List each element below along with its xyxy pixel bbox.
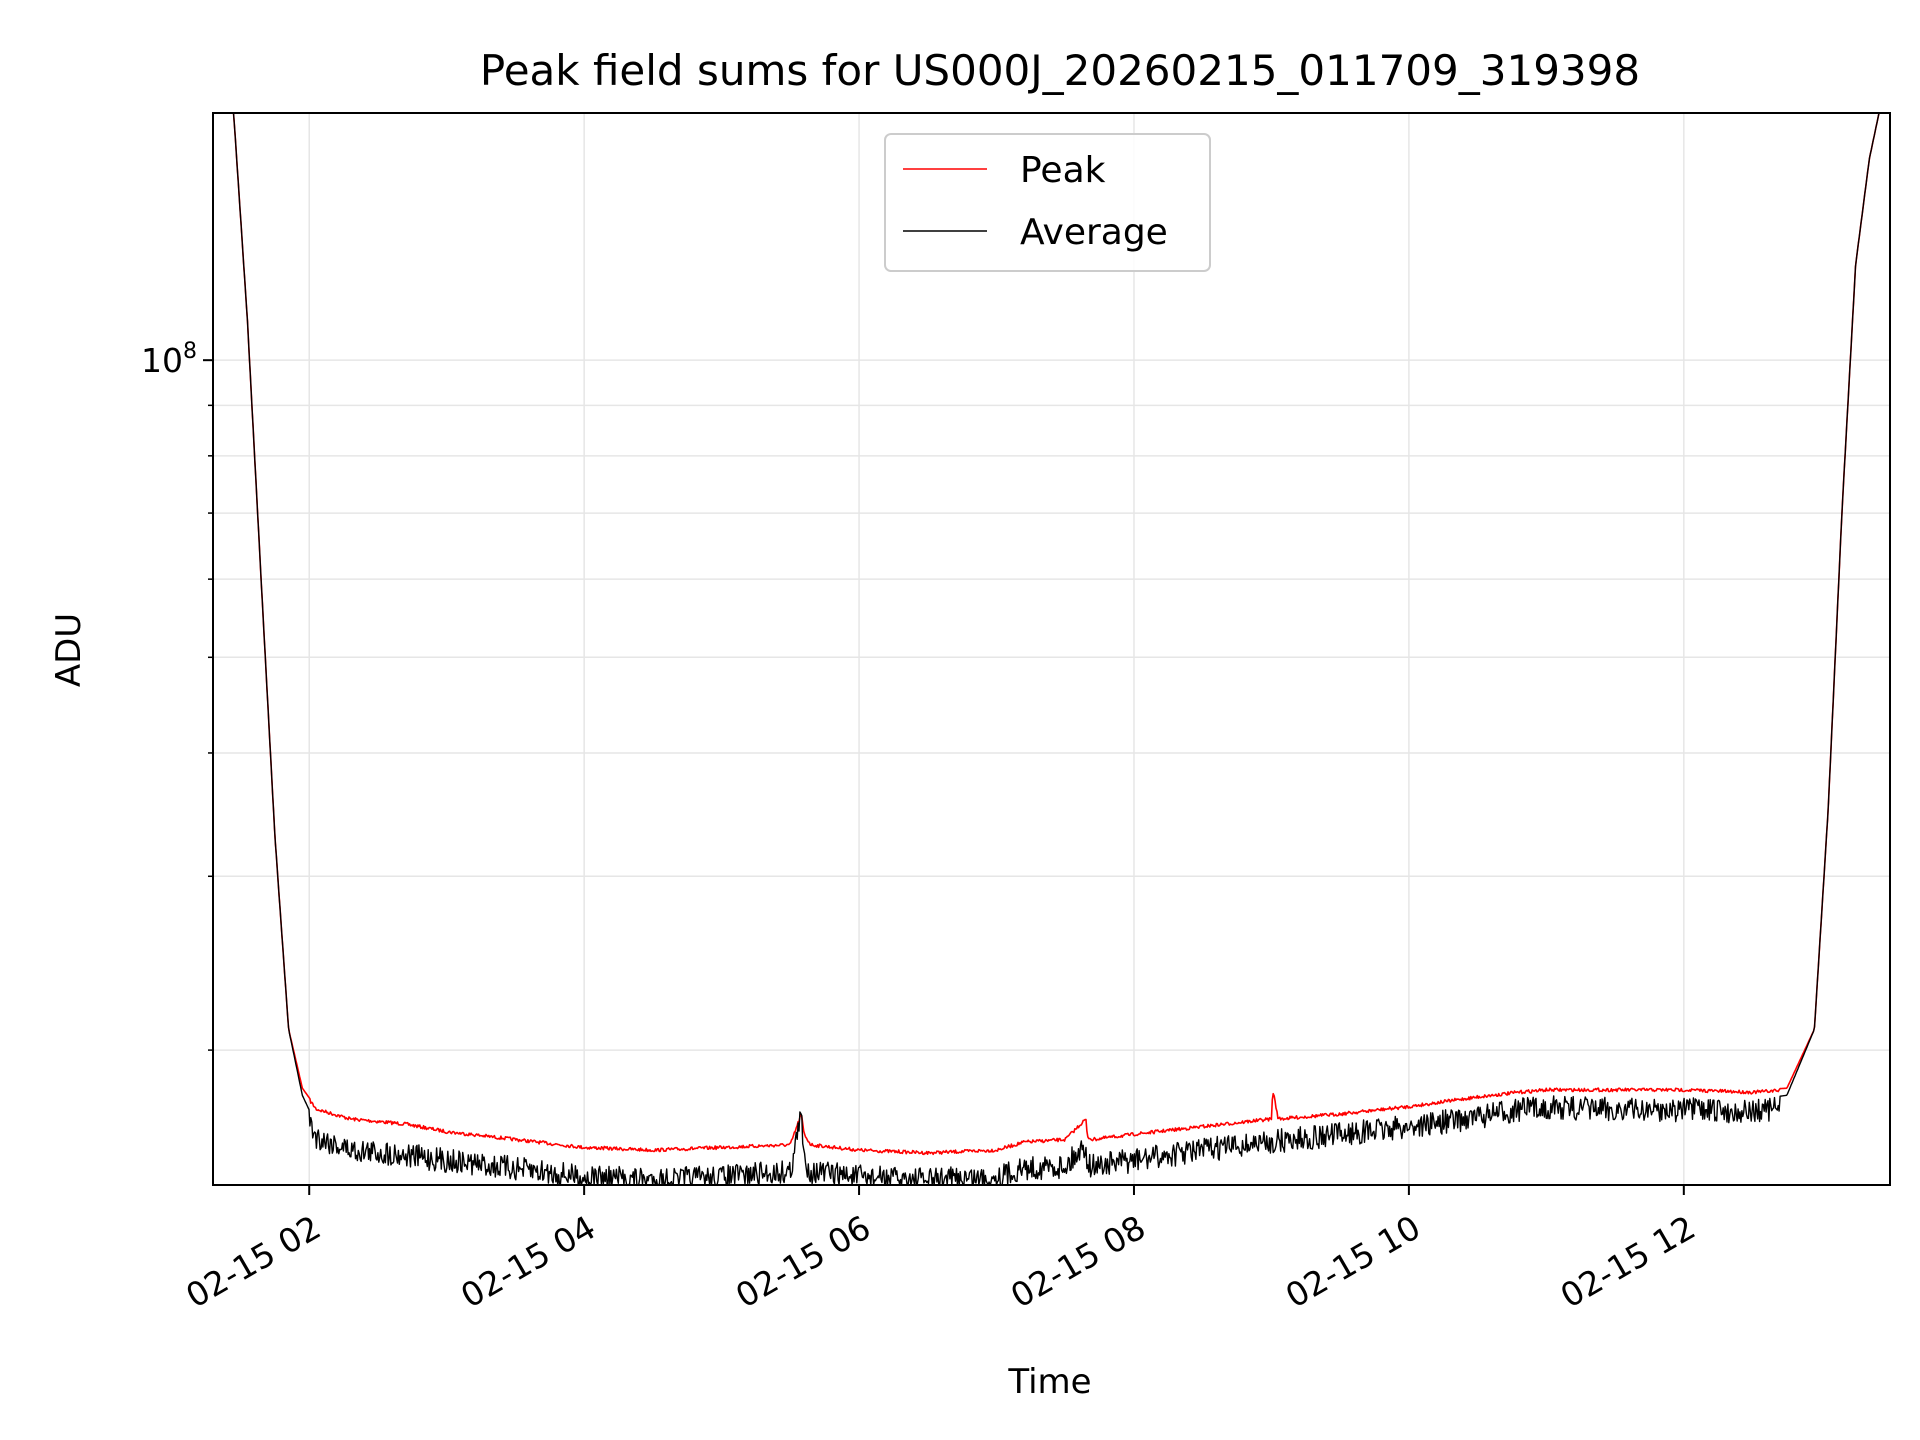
legend-label-average: Average <box>1020 212 1168 253</box>
grid <box>213 113 1890 1185</box>
series-line-peak <box>213 112 1890 1156</box>
series-group <box>213 112 1890 1186</box>
y-axis-label: ADU <box>49 613 89 687</box>
legend: Peak Average <box>884 133 1211 272</box>
y-tick-label: 108 <box>141 339 197 380</box>
x-axis-label: Time <box>1007 1362 1091 1402</box>
series-line-average <box>213 112 1890 1186</box>
legend-label-peak: Peak <box>1020 150 1106 191</box>
chart-title: Peak field sums for US000J_20260215_0117… <box>480 46 1640 95</box>
plot-frame <box>212 112 1891 1186</box>
